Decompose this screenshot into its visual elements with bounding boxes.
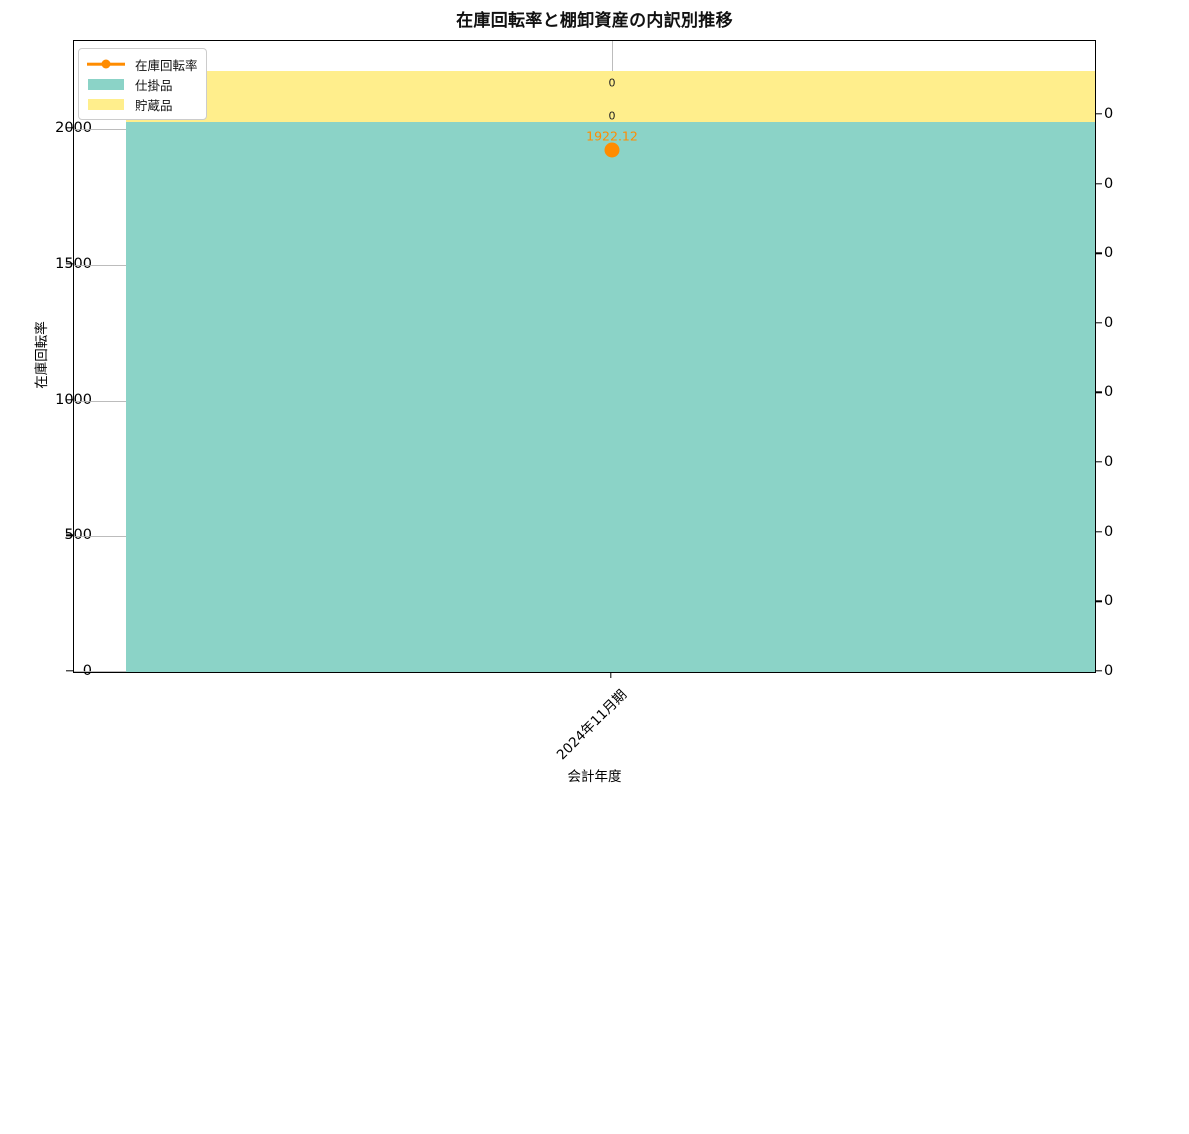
y-tick-label-right: 0	[1104, 454, 1114, 470]
line-marker-point[interactable]	[604, 142, 620, 158]
y-tick-mark-right	[1095, 252, 1102, 254]
line-data-label: 1922.12	[586, 128, 638, 144]
chart-figure: 在庫回転率と棚卸資産の内訳別推移 在庫回転率 棚卸資産 (百万円) 会計年度 0…	[33, 11, 1114, 785]
y-tick-mark-right	[1095, 530, 1102, 533]
y-tick-mark-right	[1095, 600, 1102, 602]
y-tick-mark-left	[66, 127, 73, 129]
legend-item-zaiko-kaitenritsu[interactable]: 在庫回転率	[85, 54, 198, 74]
y-tick-label-right: 0	[1104, 384, 1114, 401]
y-tick-mark-left	[66, 263, 73, 265]
plot-area: 0 0 1922.12	[73, 40, 1096, 673]
y-tick-mark-left	[66, 670, 73, 672]
legend-line-marker-icon	[85, 56, 127, 72]
y-tick-mark-right	[1095, 322, 1102, 324]
y-tick-label-right: 0	[1104, 245, 1114, 262]
y-tick-mark-right	[1095, 182, 1102, 185]
y-tick-label-right: 0	[1104, 523, 1114, 540]
y-tick-label-right: 0	[1104, 314, 1114, 331]
x-tick-mark	[610, 671, 612, 678]
y-tick-mark-right	[1095, 461, 1102, 463]
legend-label: 貯蔵品	[135, 97, 173, 113]
y-tick-label-right: 0	[1104, 175, 1114, 192]
page-title: 在庫回転率と棚卸資産の内訳別推移	[456, 11, 733, 31]
y-tick-mark-right	[1095, 670, 1102, 672]
y-tick-mark-left	[66, 398, 73, 401]
bar-stack[interactable]	[126, 71, 1095, 672]
legend-label: 仕掛品	[135, 77, 173, 93]
legend-patch-icon	[85, 76, 127, 92]
y-tick-label-right: 0	[1104, 106, 1114, 122]
y-tick-mark-right	[1095, 391, 1102, 394]
bar-data-label-chozohin: 0	[608, 76, 616, 90]
y-tick-label-right: 0	[1104, 662, 1114, 679]
legend-label: 在庫回転率	[135, 57, 198, 73]
y-axis-left-label: 在庫回転率	[33, 321, 50, 389]
legend-patch-icon	[85, 96, 127, 112]
y-tick-label-left: 500	[64, 527, 92, 544]
bar-segment-chozohin[interactable]	[126, 71, 1095, 122]
chart-legend[interactable]: 在庫回転率 仕掛品 貯蔵品	[78, 48, 207, 120]
bar-segment-shikakarihin[interactable]	[126, 122, 1095, 672]
legend-item-chozohin[interactable]: 貯蔵品	[85, 94, 198, 114]
x-axis-label: 会計年度	[567, 769, 622, 785]
x-tick-label: 2024年11月期	[553, 686, 631, 764]
legend-item-shikakarihin[interactable]: 仕掛品	[85, 74, 198, 94]
y-tick-mark-right	[1095, 113, 1102, 115]
bar-data-label-shikakarihin: 0	[608, 109, 616, 123]
y-tick-label-right: 0	[1104, 593, 1114, 610]
y-tick-mark-left	[66, 534, 73, 536]
plot-inner: 0 0 1922.12	[74, 41, 1095, 672]
